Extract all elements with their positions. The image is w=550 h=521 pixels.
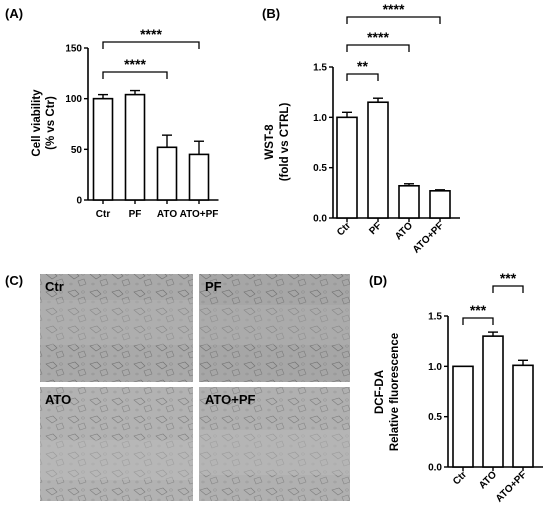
y-tick-label: 1.5 [313,63,327,74]
significance-bracket [102,41,200,49]
x-tick-label: ATO [477,469,499,491]
x-tick-label: PF [129,209,142,220]
panel-letter-b: (B) [262,6,280,21]
significance-label: **** [367,29,389,45]
y-axis-title: Cell viability [31,89,43,157]
x-tick-label: Ctr [451,469,469,487]
micrograph-ato-pf: ATO+PF [199,387,350,501]
micrograph-grid: Ctr PF ATO ATO+PF [40,274,350,501]
y-axis-title: (% vs Ctr) [45,96,57,150]
bar [398,184,420,219]
y-tick-label: 1.0 [428,362,442,373]
significance-label: **** [124,56,146,72]
chart-dcfda: 0.0 0.5 1.0 1.5 DCF-DA Relative fluorescence C… [374,270,543,505]
chart-cell-viability: 0 50 100 150 Cell viability (% vs Ctr) Ctr PF AT… [31,26,219,220]
bar [124,93,146,201]
y-axis-title: DCF-DA [374,370,386,414]
micrograph-pf: PF [199,274,350,382]
y-tick-label: 1.5 [428,312,442,323]
significance-bracket [346,44,410,52]
x-tick-label: ATO [393,220,415,242]
micrograph-ato: ATO [40,387,193,501]
y-tick-label: 0 [76,196,82,207]
panel-letter-c: (C) [5,273,23,288]
y-tick-label: 0.0 [428,463,442,474]
y-tick-label: 50 [71,145,83,156]
bar [512,364,534,468]
significance-label: *** [500,270,517,286]
bar [336,116,358,219]
bar [429,190,451,219]
y-tick-label: 100 [65,94,82,105]
bar [452,365,474,468]
bar [482,335,504,468]
x-tick-label: ATO+PF [180,209,219,220]
y-tick-label: 0.0 [313,214,327,225]
y-tick-label: 1.0 [313,113,327,124]
significance-label: **** [140,26,162,42]
y-axis-title: WST-8 [264,124,276,160]
panel-letter-a: (A) [5,6,23,21]
micrograph-label-ato-pf: ATO+PF [205,392,256,407]
bar [92,97,114,201]
significance-label: *** [470,302,487,318]
micrograph-ctr: Ctr [40,274,193,382]
micrograph-label-ato: ATO [45,392,71,407]
bar [156,146,178,201]
y-axis-title: (fold vs CTRL) [279,103,291,182]
significance-label: ** [357,58,368,74]
significance-bracket [346,73,379,81]
significance-bracket [492,285,524,293]
significance-bracket [462,317,494,325]
bar [188,153,210,201]
micrograph-label-ctr: Ctr [45,279,64,294]
significance-label: **** [383,1,405,17]
x-tick-label: ATO+PF [494,469,529,504]
x-tick-label: ATO [157,209,177,220]
y-tick-label: 0.5 [313,163,327,174]
panel-letter-d: (D) [369,273,387,288]
significance-bracket [102,71,168,79]
chart-wst8: 0.0 0.5 1.0 1.5 WST-8 (fold vs CTRL) Ctr PF ATOA… [264,1,460,256]
x-tick-label: PF [367,220,384,237]
y-tick-label: 0.5 [428,412,442,423]
x-tick-label: Ctr [96,209,111,220]
micrograph-label-pf: PF [205,279,222,294]
x-tick-label: ATO+PF [411,220,446,255]
y-axis-title: Relative fluorescence [389,333,401,451]
bar [367,101,389,219]
x-tick-label: Ctr [335,220,353,238]
significance-bracket [346,16,441,24]
y-tick-label: 150 [65,44,82,55]
